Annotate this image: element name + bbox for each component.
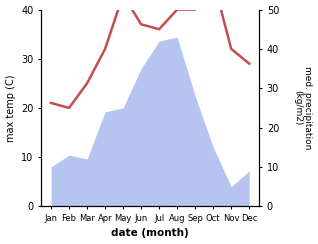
Y-axis label: med. precipitation
(kg/m2): med. precipitation (kg/m2) (293, 66, 313, 150)
X-axis label: date (month): date (month) (111, 228, 189, 238)
Y-axis label: max temp (C): max temp (C) (5, 74, 16, 142)
